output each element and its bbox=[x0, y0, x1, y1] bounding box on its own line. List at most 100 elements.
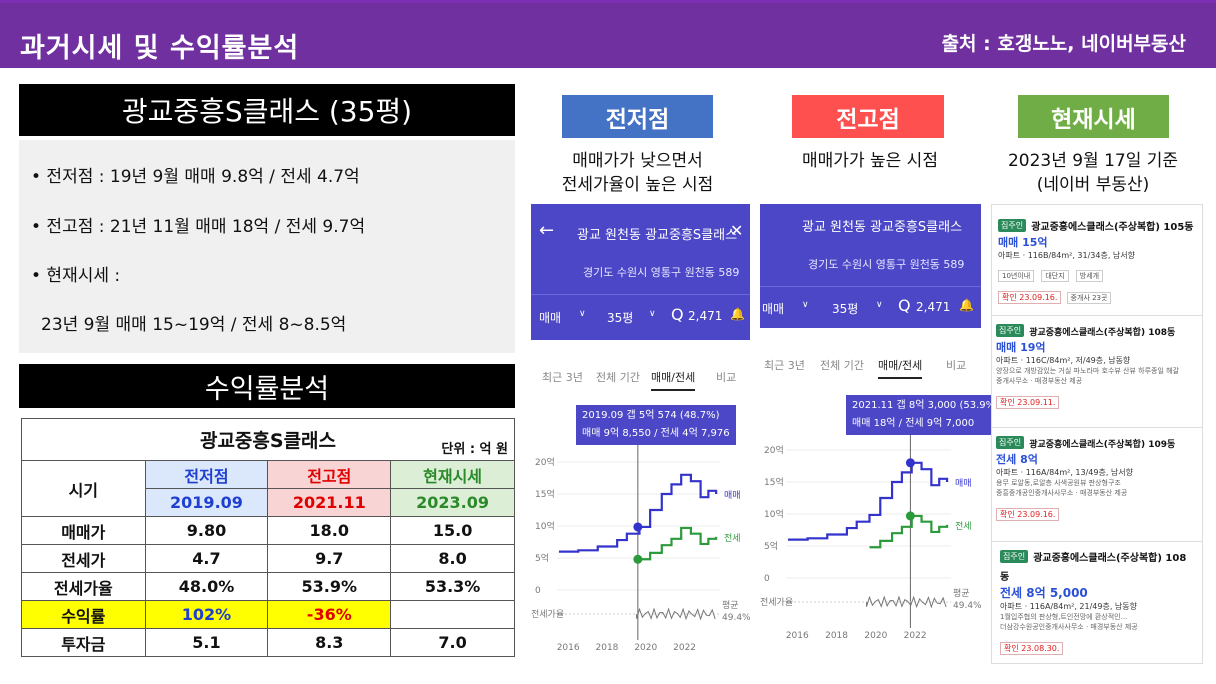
chevron-down-icon[interactable]: ∨ bbox=[876, 300, 883, 310]
avg-value: 49.4% bbox=[953, 601, 981, 611]
agents-dropdown[interactable]: 중개사 23곳 bbox=[1066, 292, 1112, 304]
chevron-down-icon[interactable]: ∨ bbox=[579, 309, 586, 319]
tab-all-period[interactable]: 전체 기간 bbox=[596, 371, 640, 384]
series-label: 전세 bbox=[955, 521, 972, 532]
y-tick-label: 20억 bbox=[535, 456, 555, 468]
desc-now-line2: (네이버 부동산) bbox=[1036, 175, 1150, 195]
listing-detail: 아파트 · 116C/84m², 저/49층, 남동향 bbox=[996, 356, 1131, 365]
listing-price: 매매 15억 bbox=[998, 236, 1048, 249]
listing-detail: 아파트 · 116B/84m², 31/34층, 남서향 bbox=[998, 251, 1136, 260]
phone-header-high: 광교 원천동 광교중흥S클래스 경기도 수원시 영통구 원천동 589 매매 ∨… bbox=[760, 204, 981, 328]
filter-size[interactable]: 35평 bbox=[607, 311, 634, 325]
filter-type[interactable]: 매매 bbox=[539, 311, 562, 325]
desc-low-line1: 매매가가 낮으면서 bbox=[572, 151, 703, 171]
phone-title: 광교 원천동 광교중흥S클래스 bbox=[802, 220, 963, 235]
listing-detail: 아파트 · 116A/84m², 21/49층, 남동향 bbox=[1000, 602, 1137, 611]
cell: 8.3 bbox=[267, 628, 392, 657]
y-tick-label: 0 bbox=[535, 586, 541, 596]
tab-all-period[interactable]: 전체 기간 bbox=[820, 359, 864, 372]
confirm-date: 확인 23.09.16. bbox=[996, 508, 1060, 521]
listing-name: 광교중흥에스클래스(주상복합) 109동 bbox=[1029, 440, 1176, 450]
tab-recent-3y[interactable]: 최근 3년 bbox=[764, 359, 805, 372]
tooltip-low: 2019.09 갭 5억 574 (48.7%) 매매 9억 8,550 / 전… bbox=[576, 405, 736, 445]
row-label: 전세가율 bbox=[21, 572, 146, 601]
tab-compare[interactable]: 비교 bbox=[716, 371, 737, 384]
row-label: 수익률 bbox=[21, 600, 146, 629]
ratio-label: 전세가율 bbox=[760, 597, 793, 608]
cell: 8.0 bbox=[390, 544, 515, 573]
listing-panel: 집주인 광교중흥에스클래스(주상복합) 105동 매매 15억 아파트 · 11… bbox=[991, 204, 1203, 664]
listing-price: 매매 19억 bbox=[996, 341, 1046, 354]
cell: 102% bbox=[144, 600, 269, 629]
confirm-date: 확인 23.08.30. bbox=[1000, 642, 1064, 655]
summary-line-now-detail: 23년 9월 매매 15~19억 / 전세 8~8.5억 bbox=[41, 315, 347, 335]
header-low: 전저점 bbox=[144, 460, 269, 489]
table-caption-text: 광교중흥S클래스 bbox=[199, 430, 337, 452]
summary-line-low: • 전저점 : 19년 9월 매매 9.8억 / 전세 4.7억 bbox=[31, 167, 360, 187]
label-high-point: 전고점 bbox=[792, 95, 944, 138]
tab-sale-jeonse[interactable]: 매매/전세 bbox=[878, 357, 923, 379]
cell: 9.80 bbox=[144, 516, 269, 545]
phone-header-low: ← 광교 원천동 광교중흥S클래스 ✕ 경기도 수원시 영통구 원천동 589 … bbox=[531, 204, 750, 340]
highlight-point-sale bbox=[905, 458, 915, 468]
search-icon[interactable]: Q bbox=[898, 296, 911, 315]
x-tick-label: 2022 bbox=[673, 643, 696, 653]
chip: 대단지 bbox=[1041, 270, 1069, 282]
highlight-point-sale bbox=[633, 522, 643, 532]
cell: 7.0 bbox=[390, 628, 515, 657]
list-item[interactable]: 집주인 광교중흥에스클래스(주상복합) 108동 전세 8억 5,000 아파트… bbox=[992, 541, 1202, 661]
listing-desc: 1월입주협의 판상형,트인전망에 환상적인... bbox=[1000, 613, 1128, 621]
phone-address: 경기도 수원시 영통구 원천동 589 bbox=[583, 266, 740, 279]
row-label: 매매가 bbox=[21, 516, 146, 545]
phone-title: 광교 원천동 광교중흥S클래스 bbox=[577, 228, 738, 243]
tab-compare[interactable]: 비교 bbox=[946, 359, 967, 372]
summary-line-high: • 전고점 : 21년 11월 매매 18억 / 전세 9.7억 bbox=[31, 217, 366, 237]
series-label: 매매 bbox=[724, 490, 741, 501]
header-bar bbox=[0, 0, 1216, 68]
chip: 방세개 bbox=[1075, 270, 1104, 282]
search-icon[interactable]: Q bbox=[671, 305, 684, 324]
list-item[interactable]: 집주인 광교중흥에스클래스(주상복합) 105동 매매 15억 아파트 · 11… bbox=[992, 211, 1202, 311]
table-caption: 광교중흥S클래스 단위 : 억 원 bbox=[21, 418, 515, 461]
y-tick-label: 20억 bbox=[764, 444, 784, 456]
desc-high: 매매가가 높은 시점 bbox=[760, 149, 980, 173]
cell bbox=[390, 600, 515, 629]
list-item[interactable]: 집주인 광교중흥에스클래스(주상복합) 108동 매매 19억 아파트 · 11… bbox=[992, 315, 1202, 421]
cell: -36% bbox=[267, 600, 392, 629]
owner-tag: 집주인 bbox=[998, 219, 1027, 232]
label-low-point: 전저점 bbox=[562, 95, 713, 138]
chevron-down-icon[interactable]: ∨ bbox=[649, 309, 656, 319]
filter-type[interactable]: 매매 bbox=[762, 302, 785, 316]
bell-icon[interactable]: 🔔 bbox=[959, 298, 974, 312]
close-icon[interactable]: ✕ bbox=[730, 221, 744, 240]
x-tick-label: 2018 bbox=[825, 631, 848, 641]
tooltip-high-line1: 2021.11 갭 8억 3,000 (53.9%) bbox=[852, 400, 1000, 411]
table-row: 매매가 9.80 18.0 15.0 bbox=[21, 516, 515, 545]
desc-low-line2: 전세가율이 높은 시점 bbox=[561, 175, 714, 195]
bell-icon[interactable]: 🔔 bbox=[730, 307, 745, 321]
table-row: 수익률 102% -36% bbox=[21, 600, 515, 629]
back-arrow-icon[interactable]: ← bbox=[539, 220, 555, 241]
summary-line-now: • 현재시세 : bbox=[31, 266, 121, 286]
owner-tag: 집주인 bbox=[996, 436, 1025, 449]
y-tick-label: 0 bbox=[764, 574, 770, 584]
tab-recent-3y[interactable]: 최근 3년 bbox=[542, 371, 583, 384]
tab-sale-jeonse[interactable]: 매매/전세 bbox=[651, 369, 696, 391]
owner-tag: 집주인 bbox=[996, 324, 1025, 337]
ratio-label: 전세가율 bbox=[531, 609, 564, 620]
filter-size[interactable]: 35평 bbox=[832, 302, 859, 316]
date-now: 2023.09 bbox=[390, 488, 515, 517]
listing-name: 광교중흥에스클래스(주상복합) 108동 bbox=[1029, 328, 1176, 338]
listing-name: 광교중흥에스클래스(주상복합) 108동 bbox=[1000, 553, 1187, 583]
chevron-down-icon[interactable]: ∨ bbox=[802, 300, 809, 310]
listing-price: 전세 8억 5,000 bbox=[1000, 586, 1088, 600]
cell: 5.1 bbox=[144, 628, 269, 657]
period-label: 시기 bbox=[21, 460, 146, 517]
y-tick-label: 5억 bbox=[535, 552, 549, 564]
desc-high-line1: 매매가가 높은 시점 bbox=[802, 151, 938, 171]
x-tick-label: 2018 bbox=[596, 643, 619, 653]
list-item[interactable]: 집주인 광교중흥에스클래스(주상복합) 109동 전세 8억 아파트 · 116… bbox=[992, 427, 1202, 533]
avg-label: 평균 bbox=[953, 588, 970, 599]
